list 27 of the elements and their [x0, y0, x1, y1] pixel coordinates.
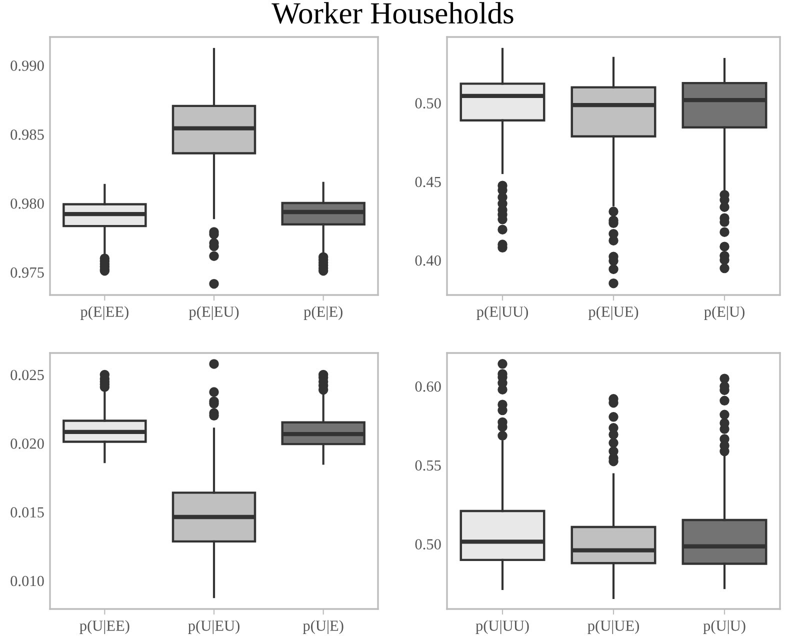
y-tick-label: 0.975: [10, 267, 44, 278]
y-tick-label: 0.50: [415, 539, 441, 550]
x-tick-label: p(E|U): [704, 306, 744, 320]
y-tick-label: 0.980: [10, 198, 44, 209]
y-tick-label: 0.50: [415, 98, 441, 109]
y-tick-label: 0.020: [10, 438, 44, 449]
x-tick-label: p(E|E): [304, 306, 342, 320]
y-tick-label: 0.990: [10, 60, 44, 71]
x-tick-label: p(U|EE): [80, 620, 130, 634]
y-tick-label: 0.60: [415, 381, 441, 392]
chart-title: Worker Households: [272, 2, 514, 24]
y-tick-label: 0.40: [415, 255, 441, 266]
x-tick-label: p(E|EU): [188, 306, 239, 320]
x-tick-label: p(U|EU): [188, 620, 240, 634]
y-tick-label: 0.985: [10, 129, 44, 140]
x-tick-label: p(U|U): [703, 620, 746, 634]
y-tick-label: 0.015: [10, 507, 44, 518]
x-tick-label: p(U|UU): [476, 620, 529, 634]
x-tick-label: p(U|UE): [588, 620, 639, 634]
x-tick-label: p(U|E): [302, 620, 344, 634]
y-tick-label: 0.45: [415, 176, 441, 188]
x-tick-label: p(E|UU): [476, 306, 528, 320]
y-tick-label: 0.025: [10, 370, 44, 380]
x-tick-label: p(E|EE): [80, 306, 128, 320]
x-tick-label: p(E|UE): [588, 306, 638, 320]
y-tick-label: 0.55: [415, 460, 441, 471]
y-tick-label: 0.010: [10, 576, 44, 586]
